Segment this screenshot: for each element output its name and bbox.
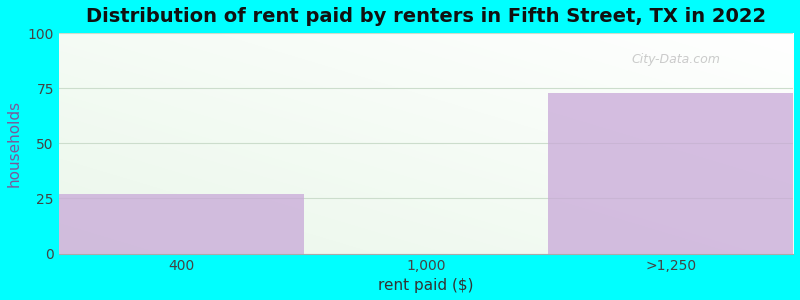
Y-axis label: households: households [7,100,22,187]
X-axis label: rent paid ($): rent paid ($) [378,278,474,293]
Bar [58,194,303,253]
Text: City-Data.com: City-Data.com [631,53,720,66]
Bar [548,93,793,254]
Title: Distribution of rent paid by renters in Fifth Street, TX in 2022: Distribution of rent paid by renters in … [86,7,766,26]
